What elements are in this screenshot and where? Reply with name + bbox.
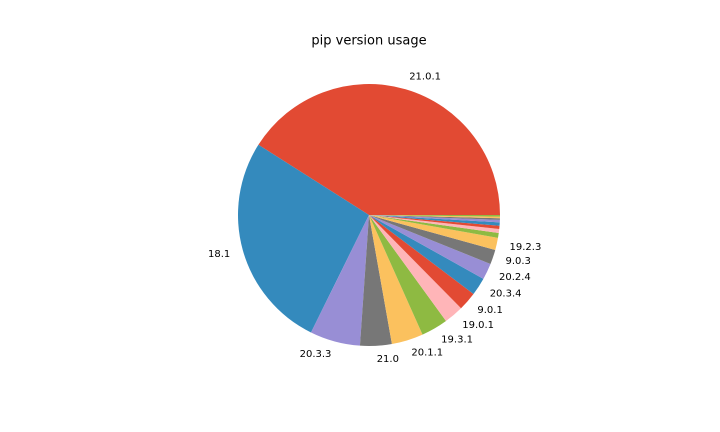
pie-slice <box>237 144 369 333</box>
pie-slice <box>369 215 500 219</box>
slice-label: 9.0.3 <box>505 256 530 267</box>
pie-slice <box>258 83 500 215</box>
pie-slice <box>369 215 500 217</box>
pie-slice <box>369 215 446 335</box>
pie-slice <box>369 215 500 229</box>
pie-slice <box>369 215 500 226</box>
slice-label: 20.1.1 <box>411 348 443 359</box>
slice-label: 19.2.3 <box>510 242 542 253</box>
pie-slice <box>369 215 462 321</box>
pie-slice <box>369 215 423 344</box>
slice-label: 19.0.1 <box>462 320 494 331</box>
pie-slice <box>369 215 500 234</box>
pie-slice <box>369 215 500 220</box>
slice-label: 20.3.3 <box>300 349 332 360</box>
pie-slice <box>369 215 474 309</box>
slice-label: 19.3.1 <box>441 335 473 346</box>
pie-slice <box>369 215 500 223</box>
pie-slice <box>369 215 499 238</box>
pie-slice <box>310 215 369 346</box>
slice-label: 9.0.1 <box>477 305 502 316</box>
pie-slice <box>359 215 392 346</box>
slice-label: 20.3.4 <box>490 289 522 300</box>
pie-slice <box>369 215 491 279</box>
slice-label: 21.0 <box>377 354 399 365</box>
slice-label: 20.2.4 <box>499 272 531 283</box>
slice-label: 18.1 <box>208 249 230 260</box>
pie-slice <box>369 215 496 264</box>
chart-title: pip version usage <box>311 34 426 49</box>
slice-label: 21.0.1 <box>409 72 441 83</box>
pie-slice <box>369 215 484 294</box>
pie-slice <box>369 215 498 250</box>
